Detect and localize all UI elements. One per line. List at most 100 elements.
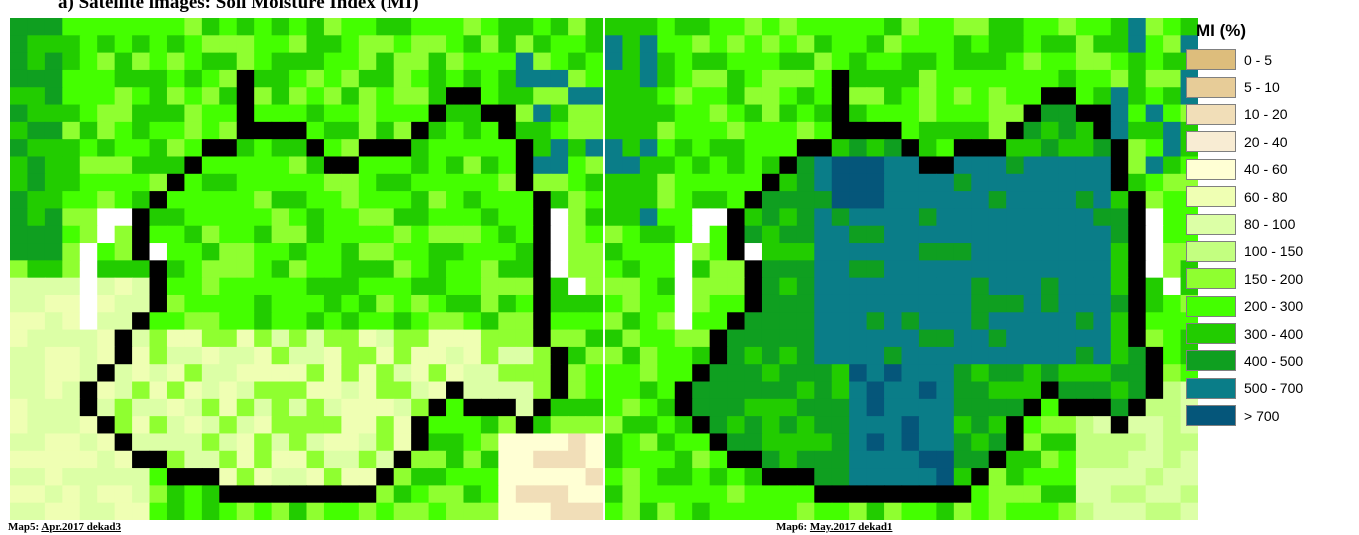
- raster-cell: [674, 485, 693, 504]
- raster-cell: [779, 243, 798, 261]
- raster-cell: [1058, 312, 1077, 331]
- raster-cell: [114, 225, 133, 244]
- raster-cell: [866, 52, 885, 71]
- raster-cell: [988, 277, 1007, 296]
- raster-cell: [1163, 208, 1182, 227]
- raster-cell: [744, 104, 763, 123]
- raster-cell: [254, 225, 273, 244]
- raster-cell: [271, 468, 290, 486]
- raster-cell: [744, 312, 763, 331]
- raster-cell: [866, 69, 885, 88]
- region-outline-cell: [1145, 364, 1164, 383]
- raster-cell: [27, 468, 46, 486]
- legend-swatch: [1186, 350, 1236, 372]
- raster-cell: [393, 121, 412, 140]
- raster-cell: [1093, 294, 1112, 313]
- raster-cell: [1058, 173, 1077, 192]
- raster-cell: [393, 243, 412, 261]
- raster-cell: [901, 156, 920, 175]
- map6-caption: Map6: May.2017 dekad1: [776, 521, 892, 533]
- raster-cell: [393, 208, 412, 227]
- raster-cell: [761, 329, 781, 348]
- raster-cell: [1006, 450, 1025, 469]
- raster-cell: [254, 87, 273, 106]
- raster-cell: [1006, 173, 1025, 192]
- raster-cell: [393, 260, 412, 279]
- raster-cell: [884, 364, 903, 383]
- raster-cell: [1006, 485, 1025, 504]
- raster-cell: [709, 243, 728, 261]
- raster-cell: [341, 364, 360, 383]
- legend-item: 10 - 20: [1186, 101, 1356, 128]
- raster-cell: [796, 208, 815, 227]
- raster-cell: [936, 104, 955, 123]
- raster-cell: [219, 433, 238, 452]
- raster-cell: [622, 104, 641, 123]
- raster-cell: [306, 346, 325, 365]
- raster-cell: [219, 312, 238, 331]
- region-outline-cell: [498, 398, 517, 417]
- raster-cell: [219, 416, 238, 435]
- raster-cell: [936, 139, 955, 158]
- raster-cell: [709, 69, 728, 88]
- raster-cell: [709, 225, 728, 244]
- raster-cell: [622, 243, 641, 261]
- raster-cell: [533, 104, 552, 123]
- raster-cell: [44, 398, 63, 417]
- raster-cell: [515, 294, 534, 313]
- raster-cell: [10, 156, 29, 175]
- raster-cell: [323, 225, 342, 244]
- raster-cell: [1145, 156, 1164, 175]
- raster-cell: [44, 121, 63, 140]
- raster-cell: [271, 18, 290, 36]
- raster-cell: [341, 294, 360, 313]
- raster-cell: [44, 104, 63, 123]
- raster-cell: [550, 69, 569, 88]
- region-outline-cell: [376, 139, 395, 158]
- raster-cell: [1075, 52, 1094, 71]
- raster-cell: [341, 277, 360, 296]
- raster-cell: [936, 121, 955, 140]
- raster-cell: [568, 208, 587, 227]
- raster-cell: [201, 156, 220, 175]
- raster-cell: [744, 398, 763, 417]
- raster-cell: [201, 121, 220, 140]
- raster-cell: [306, 225, 325, 244]
- raster-cell: [201, 398, 220, 417]
- raster-cell: [814, 433, 833, 452]
- raster-cell: [814, 329, 833, 348]
- raster-cell: [1075, 502, 1094, 520]
- raster-cell: [988, 433, 1007, 452]
- raster-cell: [568, 468, 587, 486]
- raster-cell: [1023, 156, 1042, 175]
- region-outline-cell: [132, 208, 151, 227]
- raster-cell: [1075, 450, 1094, 469]
- raster-cell: [971, 156, 990, 175]
- raster-cell: [953, 312, 972, 331]
- raster-cell: [866, 502, 885, 520]
- raster-cell: [709, 52, 728, 71]
- raster-cell: [1163, 468, 1182, 486]
- raster-cell: [585, 329, 603, 348]
- raster-cell: [1058, 18, 1077, 36]
- region-outline-cell: [779, 468, 798, 486]
- raster-cell: [1006, 346, 1025, 365]
- raster-cell: [1075, 433, 1094, 452]
- raster-cell: [27, 35, 46, 54]
- raster-cell: [411, 450, 430, 469]
- region-outline-cell: [149, 191, 168, 210]
- raster-cell: [341, 87, 360, 106]
- raster-cell: [709, 381, 728, 400]
- raster-cell: [411, 173, 430, 192]
- raster-cell: [515, 329, 534, 348]
- raster-cell: [376, 52, 395, 71]
- raster-cell: [27, 260, 46, 279]
- raster-cell: [605, 381, 624, 400]
- raster-cell: [568, 191, 587, 210]
- region-outline-cell: [341, 156, 360, 175]
- raster-cell: [936, 277, 955, 296]
- raster-cell: [533, 156, 552, 175]
- raster-cell: [323, 398, 342, 417]
- raster-cell: [1075, 416, 1094, 435]
- raster-cell: [480, 468, 499, 486]
